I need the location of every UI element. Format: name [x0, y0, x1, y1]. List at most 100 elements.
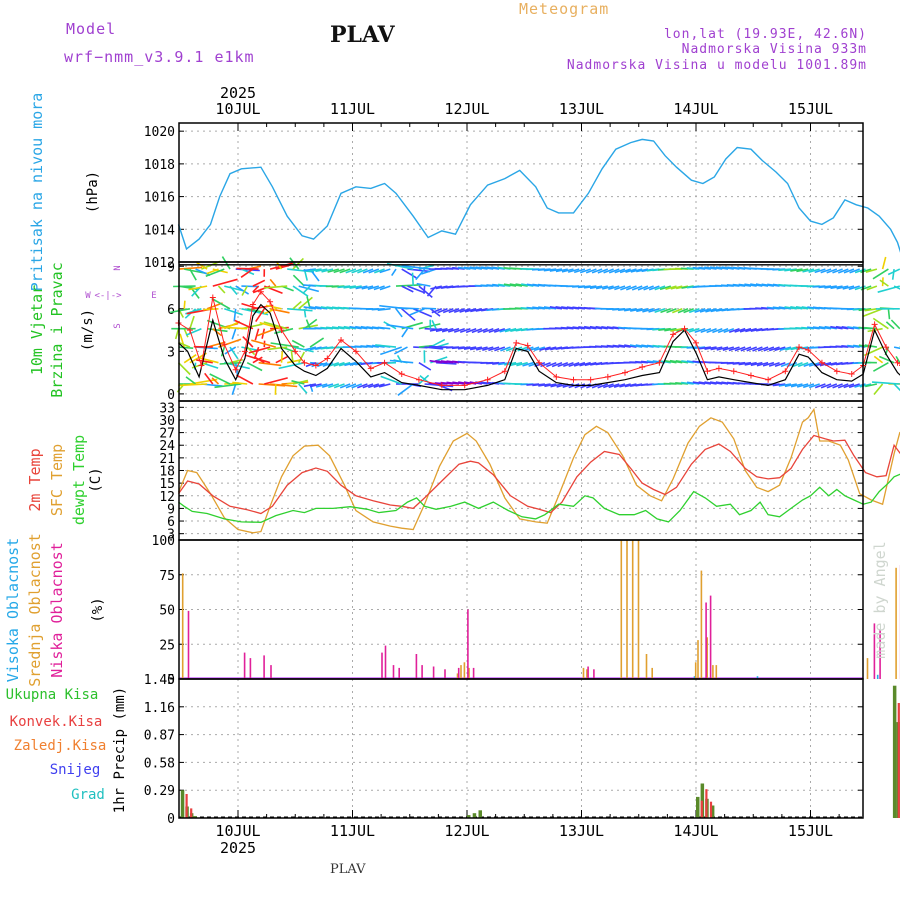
temp-2m-title: 2m Temp: [26, 448, 44, 511]
wind-arrow: [826, 268, 838, 274]
wind-arrow: [544, 346, 557, 351]
compass-label: S: [113, 323, 123, 328]
wind-arrow: [464, 308, 477, 313]
wind-arrow: [792, 361, 803, 368]
wind-arrow: [784, 383, 797, 388]
mid-cloud-bar: [586, 669, 588, 679]
wind-arrow: [204, 372, 214, 385]
wind-arrow: [533, 346, 546, 352]
wind-arrow: [241, 285, 259, 288]
wind-arrow: [292, 285, 309, 297]
sfc-temp-title: SFC Temp: [48, 444, 66, 516]
low-cloud-bar: [398, 667, 400, 679]
wind-arrow: [722, 346, 735, 351]
wind-arrow: [362, 268, 374, 274]
compass-arrows: <-|->: [94, 291, 122, 301]
wind-arrow: [522, 361, 534, 367]
wind-arrow: [183, 328, 189, 338]
wind-arrow: [637, 285, 649, 291]
wind-arrow: [258, 361, 282, 367]
low-cloud-bar: [249, 658, 252, 679]
pressure-line: [177, 138, 900, 253]
mid-cloud-bar: [468, 667, 470, 679]
wind-arrow: [848, 383, 860, 389]
gust-marker: [352, 348, 359, 355]
gust-marker: [267, 298, 274, 305]
wind-arrow: [291, 380, 305, 385]
y-tick-label: 6: [167, 515, 175, 530]
wind-arrow: [349, 285, 362, 289]
wind-arrow: [453, 308, 465, 314]
gust-marker: [241, 348, 248, 355]
compass-label: W: [85, 291, 91, 301]
total-precip-bar: [180, 790, 185, 818]
gust-marker: [257, 288, 264, 295]
wind-arrow: [814, 268, 826, 274]
conv-precip-bar: [705, 789, 708, 818]
legend-conv-precip: Konvek.Kisa: [10, 714, 103, 730]
y-tick-label: 6: [167, 303, 175, 318]
wind-arrow: [659, 285, 672, 291]
wind-arrow: [232, 381, 248, 385]
wind-arrow: [814, 383, 826, 389]
mid-cloud-bar: [620, 540, 623, 679]
wind-arrow: [820, 268, 832, 274]
wind-arrow: [859, 383, 872, 388]
y-tick-label: 30: [159, 414, 175, 429]
x-label-top: 11JUL: [330, 100, 375, 118]
total-precip-bar: [467, 815, 471, 818]
wind-arrow: [206, 268, 219, 275]
wind-arrow: [762, 361, 775, 367]
y-tick-label: 15: [159, 477, 175, 492]
wind-arrow: [457, 346, 471, 350]
wind-arrow: [499, 327, 511, 333]
wind-arrow: [263, 321, 288, 330]
wind-arrow: [401, 264, 431, 270]
wind-arrow: [315, 383, 328, 388]
wind-arrow: [424, 346, 444, 350]
wind-arrow: [734, 327, 746, 333]
wind-arrow: [304, 346, 317, 351]
total-precip-bar: [193, 816, 197, 818]
wind-arrow: [298, 324, 318, 330]
wind-arrow: [618, 344, 631, 348]
low-cloud-bar: [392, 665, 395, 679]
wind-arrow: [716, 346, 729, 351]
wind-arrow: [431, 308, 443, 314]
wind-arrow: [717, 327, 729, 334]
pressure-title: Pritisak na nivou mora: [28, 93, 46, 292]
y-tick-label: 1.16: [144, 701, 175, 716]
wind-arrow: [796, 383, 809, 388]
x-label-bottom: 10JUL: [215, 822, 260, 840]
wind-arrow: [784, 306, 797, 310]
gust-marker: [570, 376, 577, 383]
gust-marker: [415, 376, 422, 383]
product-title: Meteogram: [519, 0, 610, 18]
wind-arrow: [423, 286, 426, 294]
y-tick-label: 100: [152, 534, 175, 549]
wind-arrow: [756, 361, 769, 367]
pressure-unit: (hPa): [85, 171, 101, 213]
wind-arrow: [482, 346, 494, 351]
wind-arrow: [854, 268, 866, 274]
wind-arrow: [699, 308, 712, 313]
wind-arrow: [357, 383, 368, 389]
wind-arrow: [488, 346, 500, 352]
wind-arrow: [196, 359, 213, 364]
wind-arrow: [583, 325, 597, 330]
wind-arrow: [709, 381, 723, 385]
gust-marker: [484, 376, 491, 383]
wind-arrow: [532, 383, 545, 387]
wind-arrow: [394, 306, 419, 310]
low-cloud-bar: [472, 667, 475, 679]
wind-arrow: [614, 285, 626, 291]
low-cloud-title: Niska Oblacnost: [48, 542, 66, 677]
wind-arrow: [739, 327, 752, 333]
wind-arrow: [339, 268, 351, 274]
low-cloud-bar: [467, 609, 469, 679]
wind-arrow: [497, 283, 511, 287]
gust-marker: [833, 368, 840, 375]
wind-unit: (m/s): [80, 309, 96, 351]
wind-arrow: [636, 268, 649, 273]
